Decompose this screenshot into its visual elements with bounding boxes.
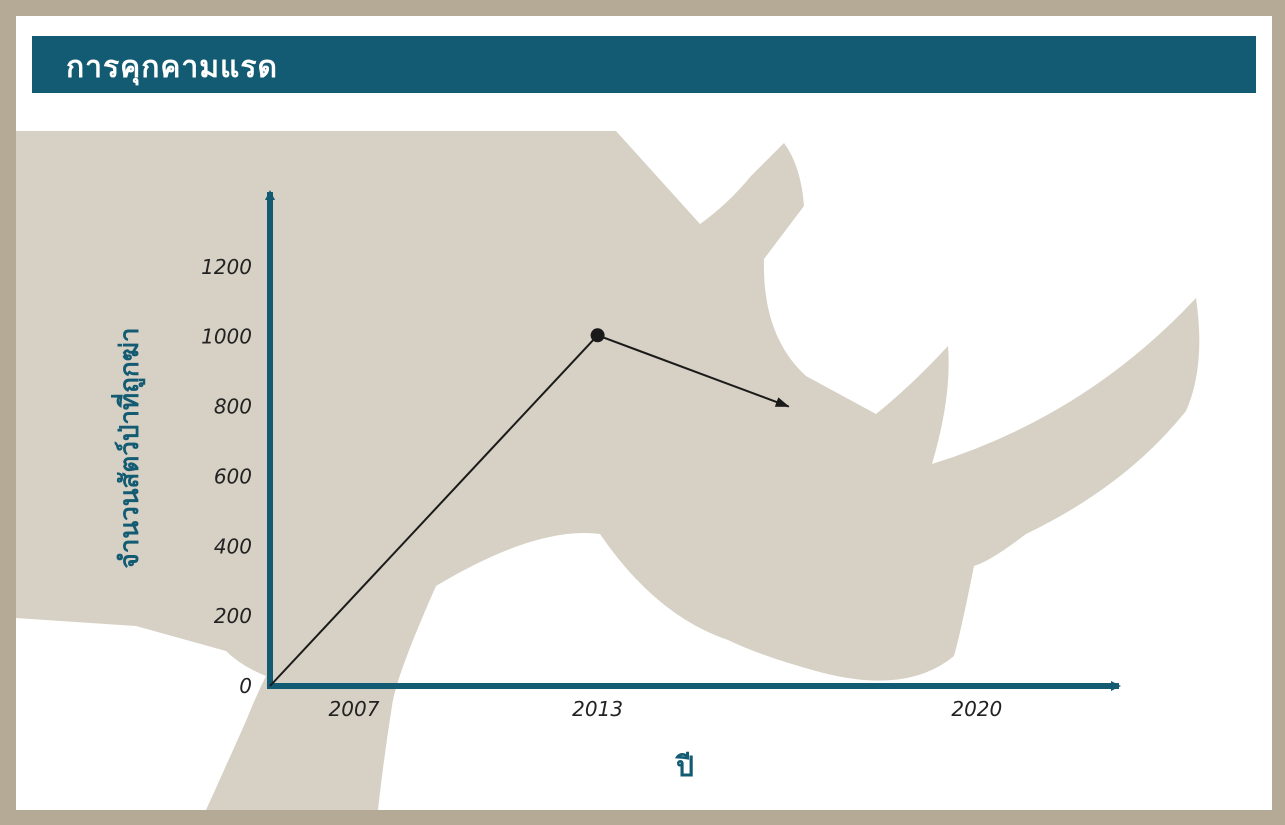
series-layer [269,328,790,687]
title-banner: การคุกคามแรด [32,36,1256,93]
y-tick-label: 1000 [201,325,252,349]
y-tick-label: 400 [214,534,252,558]
x-axis-title: ปี [674,750,694,783]
y-tick-label: 1200 [201,255,252,279]
page-title: การคุกคามแรด [66,50,278,85]
x-tick-labels: 2007 2013 2020 [329,697,1003,721]
x-tick-label: 2020 [951,697,1002,721]
y-tick-labels: 0 200 400 600 800 1000 1200 [201,255,252,698]
y-tick-label: 800 [214,395,252,419]
infographic-frame: 0 200 400 600 800 1000 1200 2007 2013 2020 จำนวน… [16,16,1272,810]
trend-arrow [597,334,790,408]
x-tick-label: 2013 [572,697,623,721]
x-tick-label: 2007 [329,697,380,721]
series-line [269,334,599,687]
y-axis-title: จำนวนสัตว์ป่าที่ถูกฆ่า [110,328,146,569]
y-tick-label: 600 [214,464,252,488]
y-tick-label: 0 [239,674,252,698]
data-point [590,328,605,343]
threat-chart: 0 200 400 600 800 1000 1200 2007 2013 2020 จำนวน… [16,131,1200,810]
y-tick-label: 200 [214,604,252,628]
